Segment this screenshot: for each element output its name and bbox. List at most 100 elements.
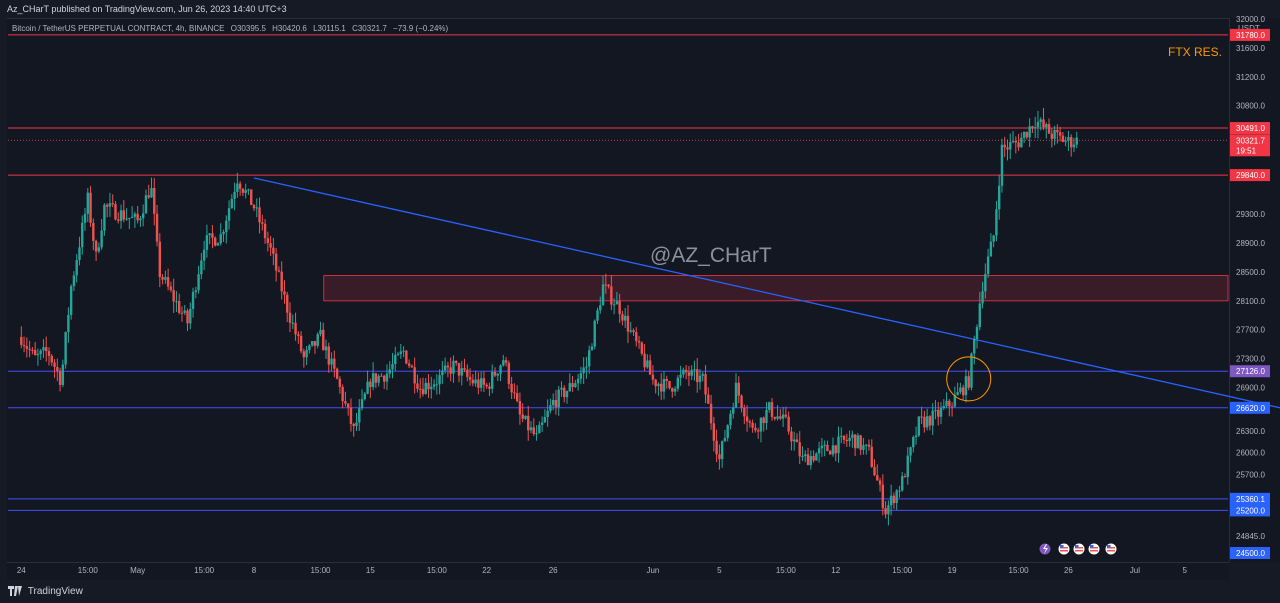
- candle-body: [646, 360, 649, 368]
- flag-canton: [1060, 545, 1064, 548]
- level-badge: [1230, 504, 1270, 517]
- candle-body: [114, 204, 117, 220]
- candle-body: [244, 190, 247, 193]
- candle-body: [319, 329, 322, 335]
- breakout-circle: [946, 356, 992, 402]
- candle-body: [53, 362, 56, 368]
- candle-body: [887, 505, 890, 515]
- candle-body: [468, 376, 472, 380]
- candle-body: [707, 394, 710, 404]
- trendline: [253, 177, 1280, 409]
- candle-body: [291, 322, 294, 324]
- candle-body: [842, 435, 846, 440]
- change-value: −73.9 (−0.24%): [393, 24, 449, 33]
- candle-body: [762, 417, 765, 424]
- candle-body: [363, 393, 367, 400]
- price-axis[interactable]: [1229, 18, 1280, 562]
- candle-body: [1050, 133, 1054, 139]
- candle-body: [200, 260, 203, 275]
- candle-body: [540, 422, 544, 425]
- y-tick-label: 29300.0: [1236, 210, 1265, 219]
- y-tick-label: 26000.0: [1236, 449, 1265, 458]
- candle-body: [1067, 137, 1070, 141]
- candle-body: [726, 425, 729, 438]
- x-tick-label: 15:00: [194, 566, 215, 575]
- candle-body: [394, 354, 397, 365]
- y-tick-label: 30800.0: [1236, 102, 1265, 111]
- candle-body: [435, 384, 439, 386]
- candle-body: [31, 349, 34, 351]
- candle-body: [457, 363, 461, 376]
- candle-body: [166, 277, 170, 287]
- candle-body: [601, 284, 605, 306]
- candle-body: [964, 376, 968, 396]
- candle-body: [831, 445, 835, 455]
- candle-body: [754, 427, 757, 431]
- candle-body: [975, 327, 979, 339]
- candle-body: [61, 364, 65, 385]
- candle-body: [100, 230, 103, 248]
- candle-body: [407, 363, 411, 366]
- us-flag-icon-bg: [1072, 542, 1086, 556]
- candle-body: [39, 350, 42, 354]
- candle-body: [161, 276, 164, 280]
- candle-body: [560, 387, 563, 390]
- level-badge-label: 26620.0: [1236, 404, 1265, 413]
- us-flag-icon: [1057, 542, 1071, 556]
- candle-body: [912, 437, 915, 448]
- candle-body: [845, 439, 849, 441]
- candle-body: [898, 490, 901, 492]
- time-axis[interactable]: [7, 562, 1229, 581]
- candle-body: [125, 218, 128, 220]
- countdown-label: 19:51: [1236, 146, 1257, 155]
- candle-body: [316, 334, 319, 346]
- candle-body: [385, 373, 389, 382]
- candle-body: [72, 275, 76, 287]
- level-badge-label: 31780.0: [1236, 31, 1265, 40]
- candle-body: [585, 366, 588, 368]
- candle-body: [269, 243, 272, 248]
- level-badge: [1230, 492, 1270, 505]
- candle-body: [117, 219, 120, 221]
- candle-body: [302, 351, 306, 358]
- candle-body: [837, 436, 840, 454]
- candle-body: [593, 320, 596, 347]
- candle-body: [194, 290, 198, 292]
- candle-body: [942, 406, 945, 409]
- candle-body: [1075, 137, 1078, 145]
- x-tick-label: 15:00: [310, 566, 331, 575]
- candle-body: [643, 353, 646, 368]
- candle-body: [1058, 132, 1062, 136]
- candle-body: [452, 360, 455, 374]
- candle-body: [47, 351, 51, 356]
- candle-body: [358, 408, 361, 423]
- candle-body: [596, 310, 599, 321]
- candle-body: [427, 382, 430, 390]
- candle-body: [543, 417, 547, 423]
- flag-canton: [1075, 545, 1079, 548]
- x-tick-label: 24: [17, 566, 26, 575]
- y-tick-label: 26900.0: [1236, 384, 1265, 393]
- candle-body: [997, 185, 1001, 210]
- candle-body: [865, 444, 868, 446]
- candle-body: [479, 378, 483, 388]
- flag-canton: [1107, 545, 1111, 548]
- x-tick-label: 15:00: [78, 566, 99, 575]
- candle-body: [992, 235, 995, 242]
- candle-body: [446, 365, 450, 368]
- x-tick-label: Jul: [1130, 566, 1140, 575]
- candle-body: [396, 353, 400, 355]
- candle-body: [158, 241, 162, 277]
- tradingview-logo-icon[interactable]: [8, 580, 22, 603]
- candle-body: [856, 435, 860, 449]
- candle-body: [186, 310, 189, 324]
- candle-body: [180, 312, 184, 314]
- candle-body: [618, 301, 621, 315]
- candle-body: [698, 375, 702, 383]
- candle-body: [205, 235, 209, 250]
- candle-body: [214, 237, 217, 246]
- candle-body: [607, 284, 610, 287]
- candle-body: [615, 301, 619, 305]
- y-tick-label: 25700.0: [1236, 470, 1265, 479]
